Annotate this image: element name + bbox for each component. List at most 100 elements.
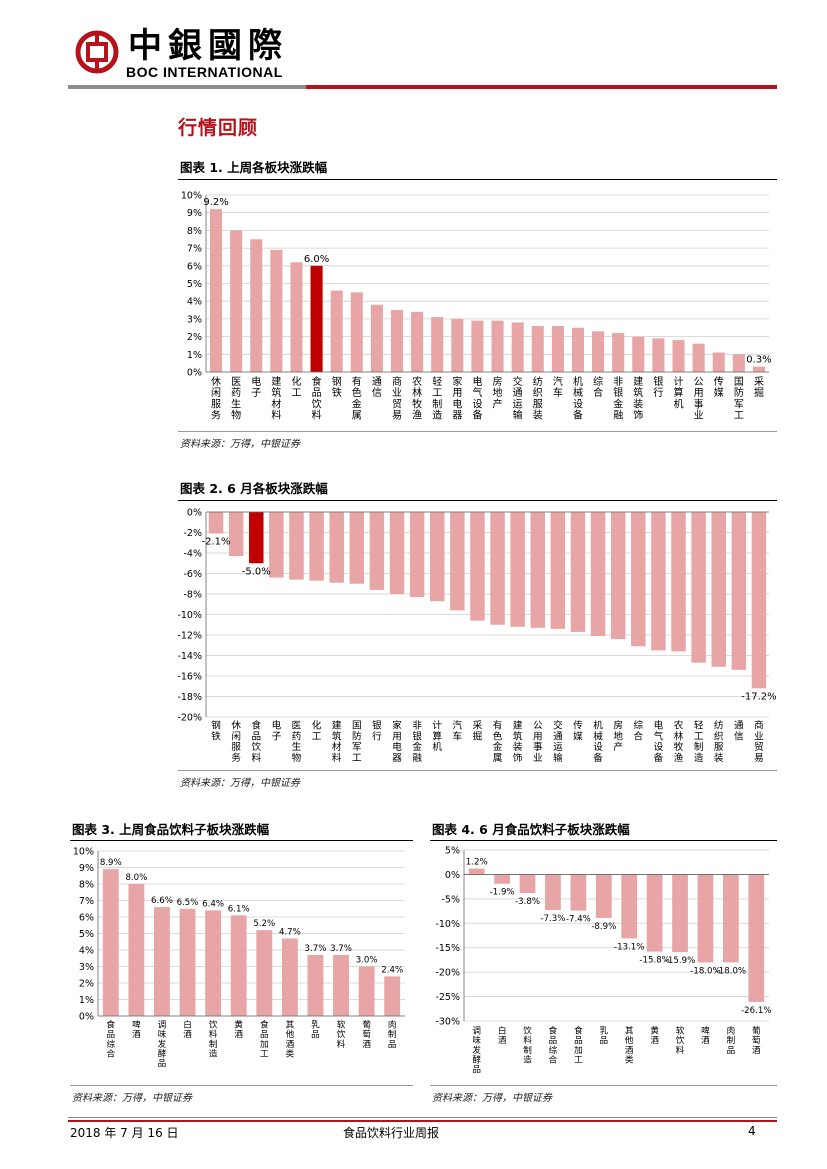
chart2-y-tick-label: -10% xyxy=(177,610,202,621)
chart4-data-label: -15.8% xyxy=(639,956,669,966)
chart3-bar xyxy=(307,954,324,1016)
chart4-bar xyxy=(519,874,536,893)
chart2-data-label: -17.2% xyxy=(741,691,776,702)
chart2-bar xyxy=(429,512,445,602)
chart4-data-label: -18.0% xyxy=(690,966,720,976)
chart1-y-tick-label: 1% xyxy=(187,350,202,361)
chart2-y-tick-label: -8% xyxy=(184,590,203,601)
chart3-category-label: 啤酒 xyxy=(132,1019,141,1041)
figure-4-title-rule xyxy=(430,840,777,841)
chart4-bar xyxy=(672,874,688,953)
section-title: 行情回顾 xyxy=(178,117,259,139)
chart2-bar xyxy=(249,512,264,564)
chart-weekly-sectors: 0% 1% 2% 3% 4% 5% 6% 7% 8% 9% 10% 休闲服务医药生物电子建筑材料化工食… xyxy=(181,191,772,422)
chart1-bar xyxy=(652,338,665,372)
chart2-bar xyxy=(309,512,324,581)
chart1-bar xyxy=(732,354,745,372)
chart4-category-label: 其他酒类 xyxy=(625,1026,634,1066)
chart1-category-label: 建筑装饰 xyxy=(633,375,643,422)
chart1-category-label: 综合 xyxy=(593,375,603,399)
chart3-y-tick-label: 6% xyxy=(79,913,94,924)
chart3-category-label: 其他酒类 xyxy=(286,1020,295,1060)
chart1-category-label: 公用事业 xyxy=(694,377,704,422)
chart1-category-label: 食品饮料 xyxy=(312,375,322,422)
chart3-bar xyxy=(333,954,349,1016)
footer-date: 2018 年 7 月 16 日 xyxy=(70,1126,179,1140)
chart2-category-label: 建筑材料 xyxy=(332,720,342,764)
chart3-bar xyxy=(281,938,298,1016)
chart2-bar xyxy=(651,512,666,651)
chart1-category-label: 商业贸易 xyxy=(392,375,402,422)
figure-4-title: 图表 4. 6 月食品饮料子板块涨跌幅 xyxy=(432,822,630,837)
chart4-category-label: 白酒 xyxy=(498,1025,507,1047)
chart4-category-label: 乳品 xyxy=(599,1025,608,1047)
chart2-y-tick-label: -14% xyxy=(177,651,202,662)
chart4-y-tick-label: -30% xyxy=(435,1017,460,1028)
chart4-category-label: 饮料制造 xyxy=(523,1025,532,1066)
chart1-y-tick-label: 9% xyxy=(187,208,202,219)
chart4-data-label: -26.1% xyxy=(741,1006,771,1016)
chart2-bar xyxy=(631,512,646,647)
chart1-category-label: 房地产 xyxy=(493,375,503,410)
chart2-bar xyxy=(389,512,405,594)
chart2-category-label: 计算机 xyxy=(432,720,442,754)
chart2-category-label: 电气设备 xyxy=(654,720,664,764)
figure-3-source-rule xyxy=(70,1085,413,1086)
chart3-bar xyxy=(256,930,273,1016)
chart2-category-label: 银行 xyxy=(372,720,382,743)
chart2-category-label: 交通运输 xyxy=(553,720,563,764)
chart3-y-tick-label: 1% xyxy=(79,995,94,1006)
figure-2-title-rule xyxy=(178,500,777,501)
chart4-bar xyxy=(646,874,663,952)
chart2-category-label: 有色金属 xyxy=(493,720,503,764)
chart4-bar xyxy=(697,874,714,963)
chart4-category-label: 肉制品 xyxy=(727,1025,736,1056)
chart1-category-label: 休闲服务 xyxy=(211,376,221,422)
chart2-category-label: 轻工制造 xyxy=(694,720,704,764)
chart1-y-tick-label: 7% xyxy=(187,244,202,255)
chart4-data-label: -8.9% xyxy=(591,922,616,932)
chart1-category-label: 计算机 xyxy=(674,375,684,410)
chart1-data-label: 0.3% xyxy=(746,355,771,366)
chart2-bar xyxy=(228,512,244,557)
footer-rule-red xyxy=(68,1120,777,1122)
chart1-bar xyxy=(632,336,645,372)
chart3-y-tick-label: 10% xyxy=(73,847,94,858)
chart3-data-label: 2.4% xyxy=(381,965,403,975)
chart2-bar xyxy=(349,512,365,584)
chart1-category-label: 化工 xyxy=(291,375,301,399)
figure-2-title: 图表 2. 6 月各板块涨跌幅 xyxy=(180,481,328,496)
chart4-bar xyxy=(621,874,638,939)
chart4-bar xyxy=(494,874,511,884)
chart3-y-tick-label: 3% xyxy=(79,962,94,973)
chart4-bar xyxy=(570,874,587,911)
chart4-y-tick-label: 5% xyxy=(445,846,460,857)
chart1-category-label: 非银金融 xyxy=(613,376,623,422)
chart2-category-label: 综合 xyxy=(634,720,644,743)
chart2-category-label: 钢铁 xyxy=(211,720,221,743)
chart1-category-label: 交通运输 xyxy=(513,375,523,422)
figure-3-title: 图表 3. 上周食品饮料子板块涨跌幅 xyxy=(72,822,270,837)
chart1-data-label: 6.0% xyxy=(304,254,329,265)
chart3-category-label: 黄酒 xyxy=(234,1019,243,1041)
chart2-category-label: 公用事业 xyxy=(533,721,543,764)
chart3-data-label: 6.1% xyxy=(228,904,250,914)
chart4-data-label: 1.2% xyxy=(466,858,488,868)
chart4-data-label: -18.0% xyxy=(716,966,746,976)
chart1-bar xyxy=(431,317,444,372)
figure-4-source-rule xyxy=(430,1085,777,1086)
chart4-y-tick-label: -5% xyxy=(442,894,461,905)
chart3-data-label: 6.6% xyxy=(151,896,173,906)
chart1-bar xyxy=(390,310,404,372)
chart4-data-label: -15.9% xyxy=(665,956,695,966)
chart4-bar xyxy=(468,868,485,875)
chart1-bar xyxy=(270,249,283,372)
chart1-bar xyxy=(210,209,223,372)
chart1-category-label: 轻工制造 xyxy=(432,375,442,422)
chart3-y-tick-label: 2% xyxy=(79,979,94,990)
chart1-bar xyxy=(370,304,383,372)
chart1-bar xyxy=(350,292,363,372)
chart2-category-label: 化工 xyxy=(312,720,322,743)
chart2-bar xyxy=(450,512,465,611)
chart1-category-label: 汽车 xyxy=(553,375,563,399)
